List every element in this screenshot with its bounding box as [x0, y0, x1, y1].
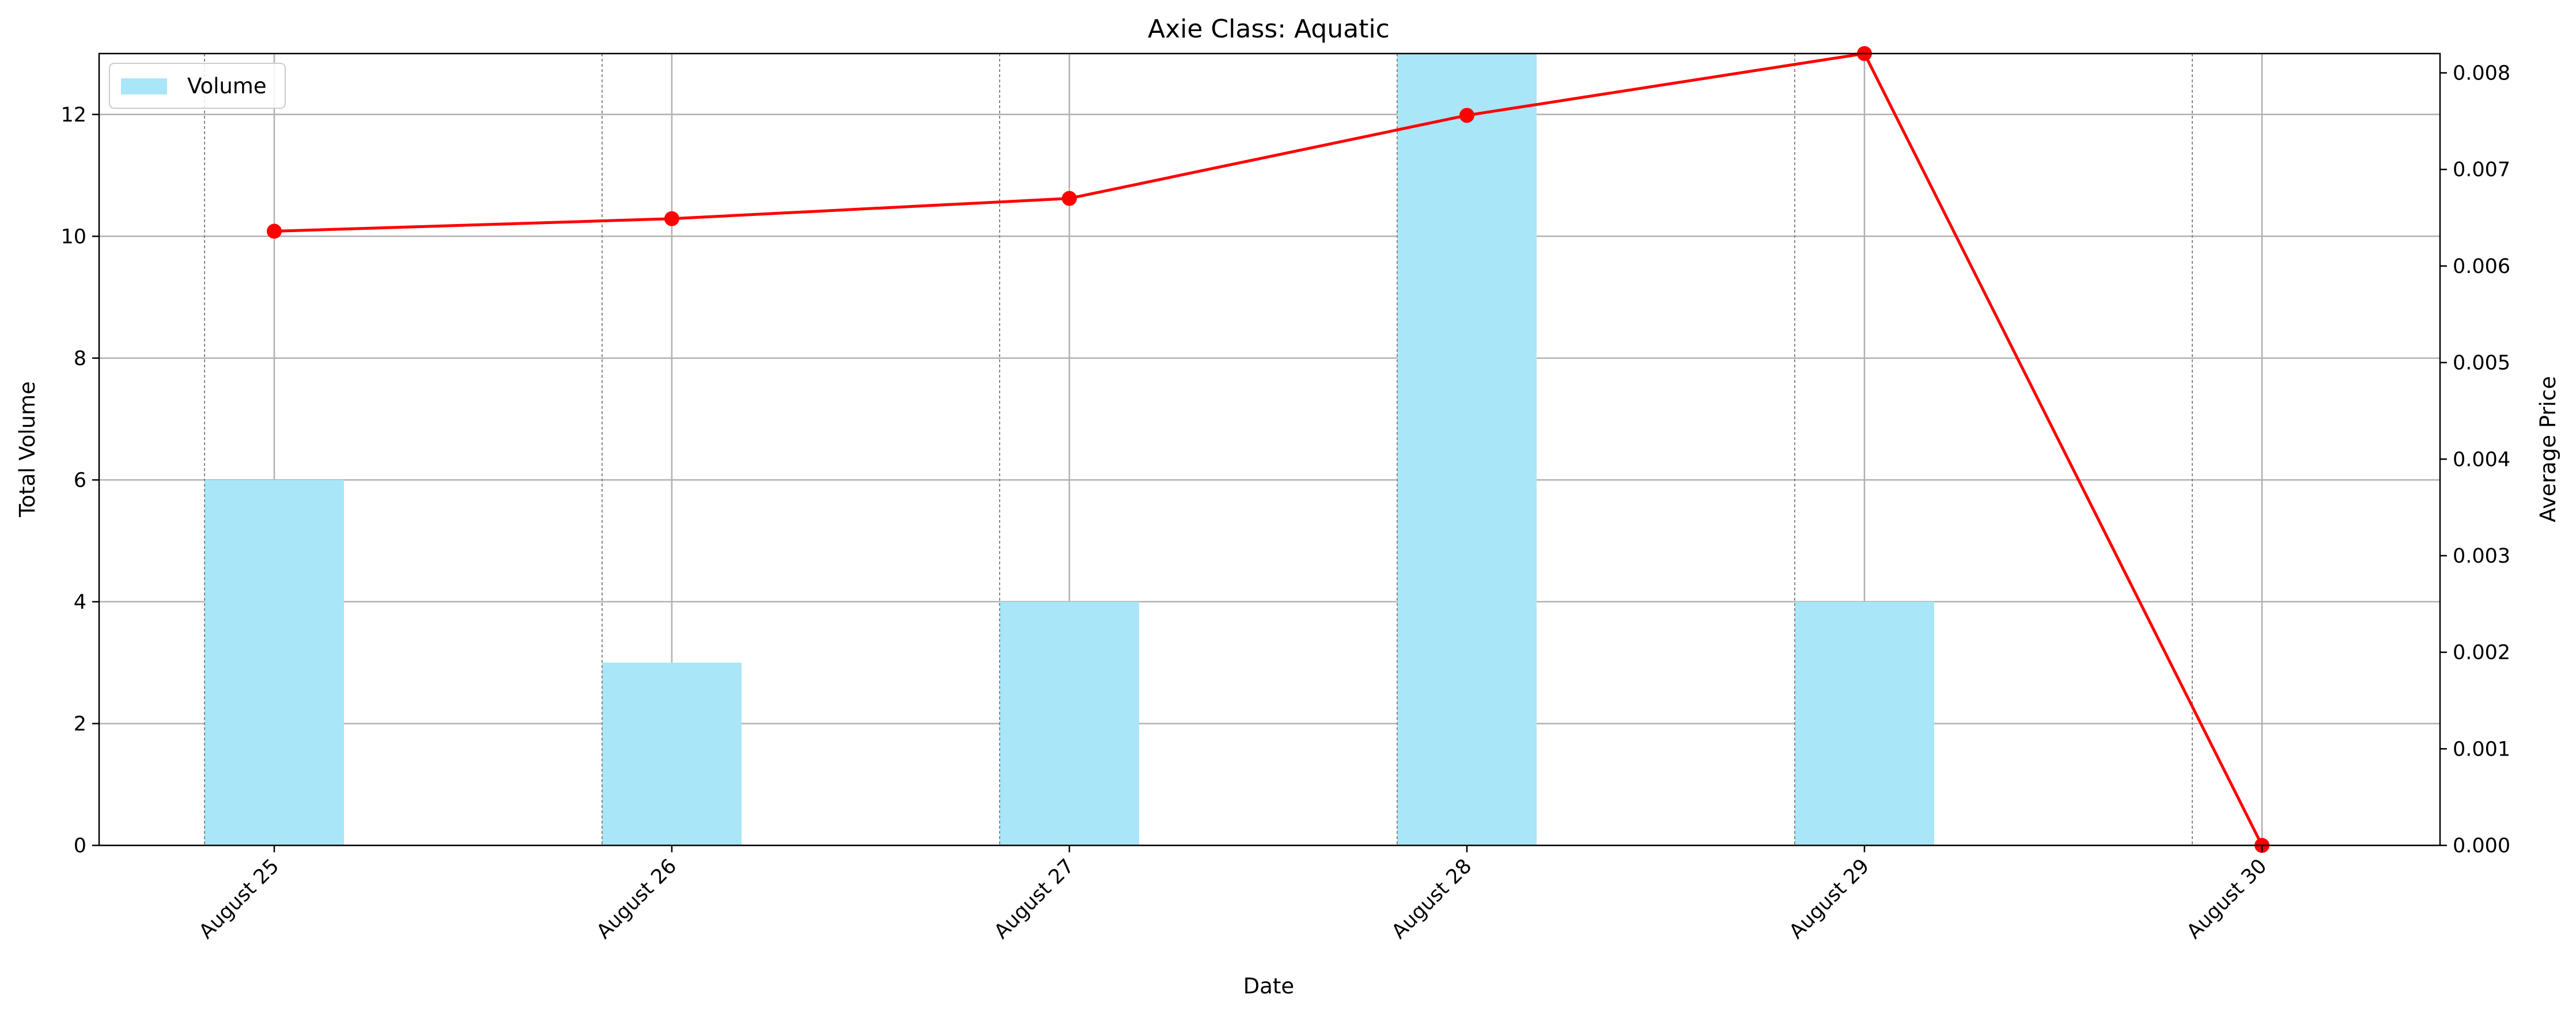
- price-point: [1062, 191, 1077, 206]
- y2-tick-label: 0.005: [2453, 352, 2510, 375]
- y2-tick-label: 0.007: [2453, 158, 2510, 181]
- bar-volume: [602, 662, 742, 845]
- right-axis-ticks: 0.000 0.001 0.002 0.003 0.004 0.005 0.006 0.007…: [2440, 62, 2510, 857]
- y2-tick-label: 0.008: [2453, 62, 2510, 85]
- x-tick-label: August 30: [2182, 855, 2271, 943]
- y2-axis-label: Average Price: [2536, 376, 2560, 522]
- y2-tick-label: 0.002: [2453, 642, 2510, 665]
- x-tick-label: August 27: [990, 855, 1079, 943]
- y-tick-label: 10: [60, 225, 86, 248]
- y-tick-label: 0: [74, 834, 86, 857]
- y-tick-label: 8: [74, 347, 86, 370]
- x-axis-ticks: August 25 August 26 August 27 August 28 Augu…: [195, 845, 2271, 943]
- bar-layer: [204, 54, 2193, 845]
- price-line: [274, 52, 2264, 847]
- left-axis-ticks: 0 2 4 6 8 10 12: [60, 104, 99, 857]
- x-tick-label: August 25: [195, 855, 283, 943]
- bar-volume: [1397, 54, 1537, 845]
- x-axis-label: Date: [1243, 974, 1294, 999]
- y-axis-label: Total Volume: [15, 381, 40, 518]
- legend-box: [109, 63, 286, 109]
- bar-volume: [205, 480, 344, 845]
- chart-title: Axie Class: Aquatic: [1148, 14, 1390, 44]
- legend: Volume: [109, 63, 286, 109]
- price-line-layer: [267, 46, 2269, 853]
- price-point: [1459, 108, 1474, 123]
- x-tick-label: August 28: [1387, 855, 1476, 943]
- bar-volume: [1795, 601, 1934, 845]
- y-tick-label: 4: [74, 591, 86, 614]
- y-tick-label: 12: [60, 104, 86, 127]
- plot-frame: [98, 52, 2441, 847]
- x-tick-label: August 29: [1785, 855, 1874, 943]
- y2-tick-label: 0.003: [2453, 545, 2510, 568]
- price-point: [267, 223, 282, 239]
- y2-tick-label: 0.006: [2453, 255, 2510, 278]
- price-point: [664, 211, 679, 226]
- grid-layer: [99, 54, 2440, 847]
- legend-label-volume: Volume: [187, 74, 267, 98]
- y-tick-label: 2: [74, 712, 86, 735]
- y2-tick-label: 0.001: [2453, 738, 2510, 761]
- x-tick-label: August 26: [592, 855, 681, 943]
- bar-volume: [1000, 601, 1139, 845]
- y2-tick-label: 0.000: [2453, 834, 2510, 857]
- y-tick-label: 6: [74, 469, 86, 492]
- y2-tick-label: 0.004: [2453, 448, 2510, 471]
- legend-swatch-volume: [121, 78, 167, 94]
